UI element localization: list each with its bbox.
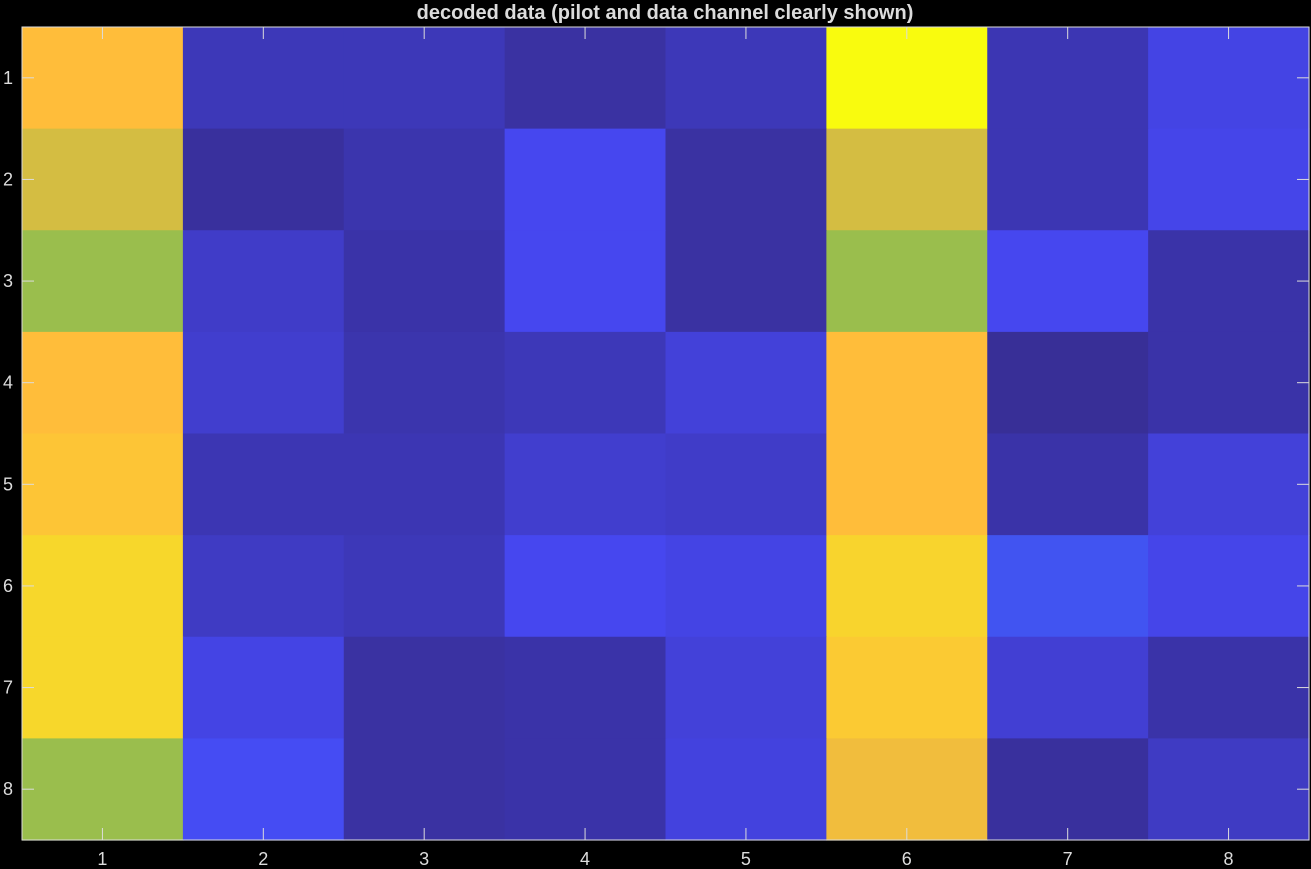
x-tick-label-4: 4 [580, 849, 590, 869]
heatmap-cell-r3-c1 [22, 230, 184, 333]
heatmap-cells [22, 27, 1310, 841]
heatmap-cell-r3-c6 [826, 230, 988, 333]
heatmap-cell-r2-c8 [1148, 128, 1310, 231]
heatmap-cell-r6-c5 [665, 535, 827, 638]
heatmap-cell-r5-c2 [182, 433, 345, 536]
heatmap-cell-r7-c7 [987, 636, 1149, 739]
y-tick-label-8: 8 [3, 779, 13, 799]
y-tick-label-3: 3 [3, 271, 13, 291]
heatmap-cell-r2-c6 [826, 128, 988, 231]
heatmap-cell-r5-c1 [22, 433, 184, 536]
heatmap-cell-r4-c7 [987, 331, 1149, 435]
heatmap-cell-r4-c2 [182, 331, 345, 435]
heatmap-cell-r6-c1 [22, 535, 184, 638]
heatmap-cell-r1-c8 [1148, 27, 1310, 130]
heatmap-cell-r5-c4 [504, 433, 667, 536]
y-tick-label-5: 5 [3, 474, 13, 494]
axis-ticks: 1 2 3 4 5 6 7 8 1 2 3 4 5 6 7 8 [3, 27, 1309, 869]
heatmap-cell-r5-c5 [665, 433, 827, 536]
heatmap-cell-r6-c8 [1148, 535, 1310, 638]
heatmap-cell-r1-c4 [504, 27, 667, 130]
heatmap-cell-r4-c1 [22, 331, 184, 435]
heatmap-cell-r6-c4 [504, 535, 667, 638]
heatmap-cell-r8-c3 [343, 738, 506, 841]
heatmap-cell-r4-c4 [504, 331, 667, 435]
heatmap-cell-r2-c5 [665, 128, 827, 231]
heatmap-cell-r1-c2 [182, 27, 345, 130]
heatmap-cell-r3-c5 [665, 230, 827, 333]
chart-title: decoded data (pilot and data channel cle… [417, 2, 914, 24]
heatmap-cell-r2-c1 [22, 128, 184, 231]
heatmap-cell-r8-c5 [665, 738, 827, 841]
heatmap-cell-r8-c1 [22, 738, 184, 841]
heatmap-cell-r3-c3 [343, 230, 506, 333]
heatmap-cell-r1-c3 [343, 27, 506, 130]
heatmap-cell-r3-c2 [182, 230, 345, 333]
heatmap-cell-r2-c7 [987, 128, 1149, 231]
x-tick-label-7: 7 [1063, 849, 1073, 869]
heatmap-cell-r1-c6 [826, 27, 988, 130]
heatmap-cell-r5-c8 [1148, 433, 1310, 536]
heatmap-cell-r8-c4 [504, 738, 667, 841]
x-tick-label-6: 6 [902, 849, 912, 869]
x-tick-label-2: 2 [258, 849, 268, 869]
y-tick-label-1: 1 [3, 68, 13, 88]
y-tick-label-7: 7 [3, 678, 13, 698]
heatmap-cell-r1-c5 [665, 27, 827, 130]
heatmap-cell-r8-c7 [987, 738, 1149, 841]
heatmap-cell-r8-c8 [1148, 738, 1310, 841]
heatmap-cell-r7-c6 [826, 636, 988, 739]
heatmap-cell-r3-c4 [504, 230, 667, 333]
heatmap-cell-r3-c7 [987, 230, 1149, 333]
heatmap-cell-r5-c7 [987, 433, 1149, 536]
heatmap-cell-r8-c6 [826, 738, 988, 841]
heatmap-cell-r7-c5 [665, 636, 827, 739]
heatmap-cell-r7-c2 [182, 636, 345, 739]
heatmap-cell-r3-c8 [1148, 230, 1310, 333]
heatmap-cell-r4-c5 [665, 331, 827, 435]
heatmap-cell-r7-c8 [1148, 636, 1310, 739]
heatmap-cell-r2-c2 [182, 128, 345, 231]
heatmap-cell-r4-c6 [826, 331, 988, 435]
heatmap-cell-r6-c2 [182, 535, 345, 638]
heatmap-cell-r5-c3 [343, 433, 506, 536]
x-tick-label-5: 5 [741, 849, 751, 869]
heatmap-cell-r4-c8 [1148, 331, 1310, 435]
heatmap-cell-r6-c3 [343, 535, 506, 638]
heatmap-cell-r5-c6 [826, 433, 988, 536]
heatmap-cell-r7-c1 [22, 636, 184, 739]
heatmap-cell-r6-c7 [987, 535, 1149, 638]
axes-box [21, 26, 1310, 841]
heatmap-cell-r7-c4 [504, 636, 667, 739]
heatmap-cell-r6-c6 [826, 535, 988, 638]
heatmap-cell-r1-c7 [987, 27, 1149, 130]
x-tick-label-3: 3 [419, 849, 429, 869]
y-tick-label-2: 2 [3, 169, 13, 189]
x-tick-label-1: 1 [97, 849, 107, 869]
heatmap-cell-r4-c3 [343, 331, 506, 435]
x-tick-label-8: 8 [1224, 849, 1234, 869]
y-tick-label-6: 6 [3, 576, 13, 596]
heatmap-cell-r7-c3 [343, 636, 506, 739]
y-tick-label-4: 4 [3, 373, 13, 393]
heatmap-cell-r2-c4 [504, 128, 667, 231]
heatmap-cell-r2-c3 [343, 128, 506, 231]
heatmap-cell-r8-c2 [182, 738, 345, 841]
heatmap-cell-r1-c1 [22, 27, 184, 130]
